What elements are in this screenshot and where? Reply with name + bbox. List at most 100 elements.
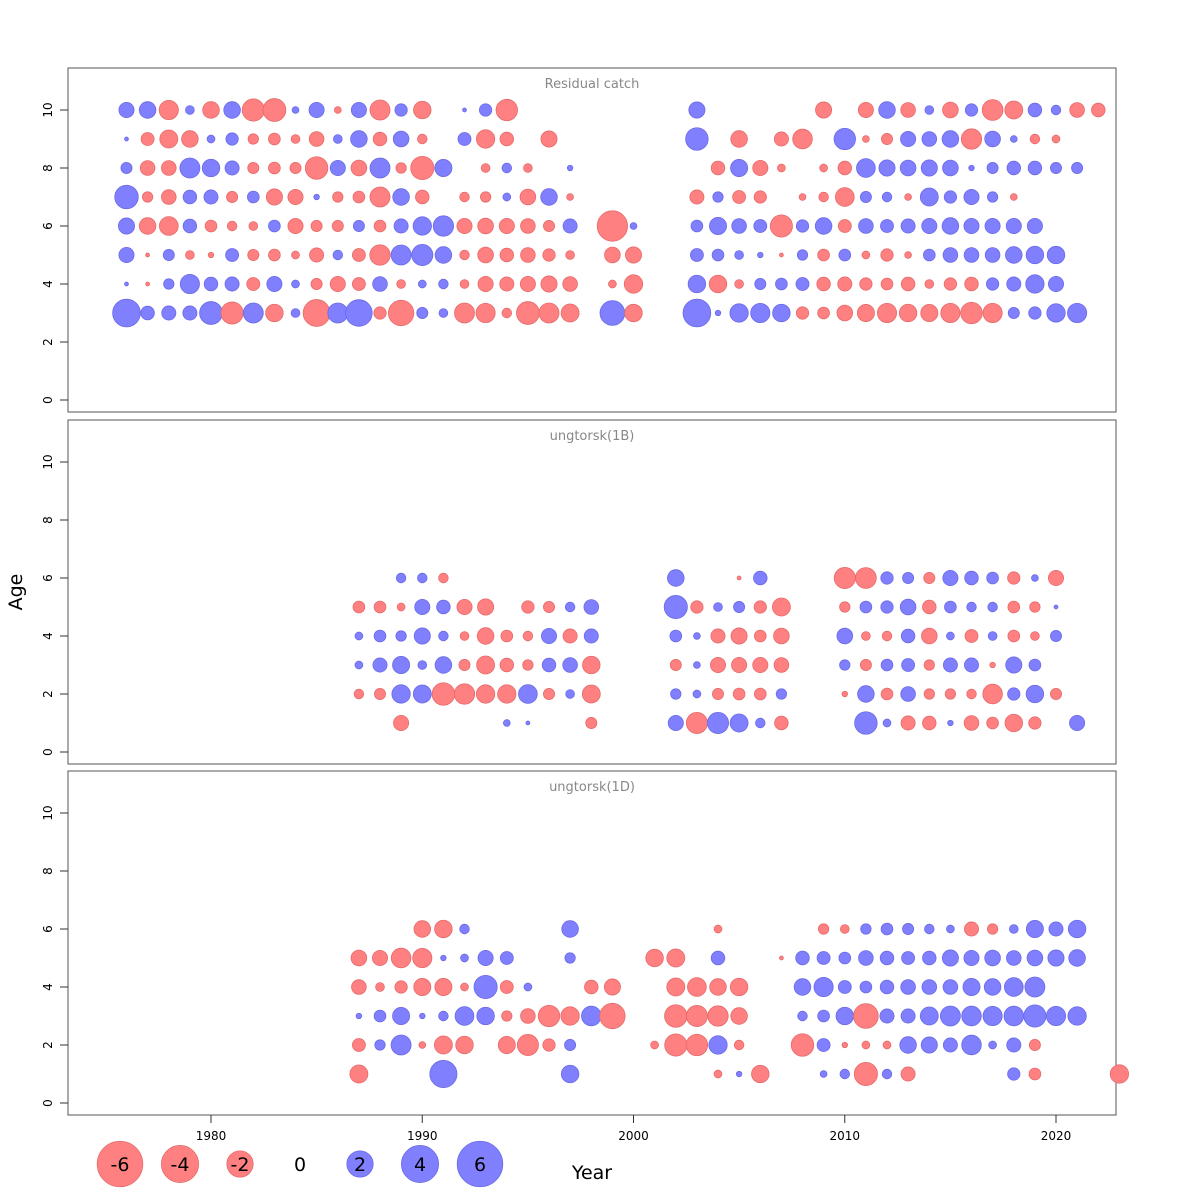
bubble — [291, 279, 300, 289]
bubble — [735, 1070, 743, 1078]
bubble — [861, 1040, 871, 1050]
bubble — [859, 600, 873, 614]
bubble — [987, 631, 998, 641]
bubble — [475, 684, 496, 704]
bubble — [498, 218, 515, 234]
bubble — [964, 629, 979, 643]
bubble — [374, 688, 386, 700]
bubble — [818, 923, 830, 935]
bubble — [561, 920, 579, 938]
bubble — [351, 1038, 366, 1052]
bubble — [732, 190, 746, 204]
bubble — [816, 1038, 831, 1052]
bubble — [431, 682, 456, 706]
bubble — [179, 157, 201, 179]
bubble — [713, 1069, 723, 1079]
bubble — [736, 575, 742, 581]
bubble — [458, 659, 471, 671]
bubble — [387, 299, 415, 327]
bubble — [142, 191, 154, 203]
bubble — [814, 217, 833, 235]
bubble — [731, 218, 747, 234]
bubble — [395, 630, 407, 642]
bubble — [310, 278, 323, 290]
bubble — [564, 952, 576, 964]
bubble — [369, 186, 391, 208]
bubble — [947, 719, 954, 727]
bubble — [540, 130, 558, 148]
bubble — [501, 307, 513, 319]
bubble — [1007, 687, 1021, 701]
bubble — [797, 1010, 808, 1022]
bubble — [345, 299, 373, 327]
bubble — [664, 1033, 688, 1057]
bubble — [904, 251, 912, 259]
y-tick-label: 6 — [41, 574, 55, 582]
y-tick-label: 8 — [41, 164, 55, 172]
bubble — [434, 246, 453, 264]
bubble — [1050, 688, 1062, 700]
bubble — [390, 244, 412, 266]
bubble — [185, 105, 195, 115]
bubble — [313, 193, 320, 201]
bubble — [900, 686, 916, 702]
bubble — [181, 130, 199, 148]
bubble — [350, 949, 368, 967]
bubble — [375, 982, 385, 992]
bubble — [497, 684, 517, 704]
bubble — [1004, 100, 1024, 120]
bubble — [350, 130, 368, 148]
bubble — [834, 187, 855, 207]
bubble — [1028, 1067, 1042, 1081]
bubble — [772, 303, 791, 323]
bubble — [355, 1012, 363, 1020]
bubbles — [352, 567, 1086, 735]
bubble — [902, 572, 915, 584]
bubble — [583, 599, 600, 615]
bubble — [753, 190, 767, 204]
bubble — [693, 632, 701, 640]
bubble — [729, 713, 749, 733]
bubble — [477, 217, 494, 235]
bubble — [919, 187, 939, 207]
legend-label: 6 — [474, 1154, 486, 1176]
bubble — [734, 279, 744, 289]
bubble — [501, 162, 513, 174]
bubble — [710, 160, 726, 176]
bubble — [562, 218, 578, 234]
bubble — [1005, 218, 1022, 234]
bubble — [1071, 162, 1084, 174]
bubble — [835, 1006, 854, 1026]
bubble — [707, 712, 729, 734]
bubble — [730, 627, 748, 645]
y-tick-label: 6 — [41, 925, 55, 933]
bubble — [989, 661, 996, 669]
panels-layer: Residual catch 0 2 4 6 8 10 ungtorsk(1B) 0 2 4 6 8 10… — [41, 67, 1130, 1116]
bubble — [413, 627, 431, 645]
bubble — [982, 302, 1003, 323]
bubble — [350, 159, 368, 177]
bubble — [757, 251, 764, 259]
bubble — [329, 276, 346, 292]
bubble — [859, 659, 872, 671]
bubble — [923, 248, 936, 262]
bubble — [730, 130, 748, 148]
bubble — [1023, 1004, 1047, 1028]
bubble — [477, 598, 495, 616]
bubble — [795, 306, 810, 320]
legend-bubble — [400, 1145, 439, 1184]
bubble — [942, 657, 958, 673]
bubble — [982, 1006, 1003, 1027]
bubble — [942, 101, 959, 119]
panel-frame — [67, 770, 1117, 1116]
bubble — [731, 657, 748, 673]
bubble — [733, 601, 746, 613]
bubble — [392, 1007, 411, 1025]
bubble — [685, 712, 708, 734]
bubble — [436, 599, 451, 615]
bubble — [351, 277, 366, 291]
bubble — [262, 98, 287, 122]
bubble — [880, 219, 894, 233]
bubble — [880, 571, 894, 585]
bubble — [139, 160, 156, 176]
